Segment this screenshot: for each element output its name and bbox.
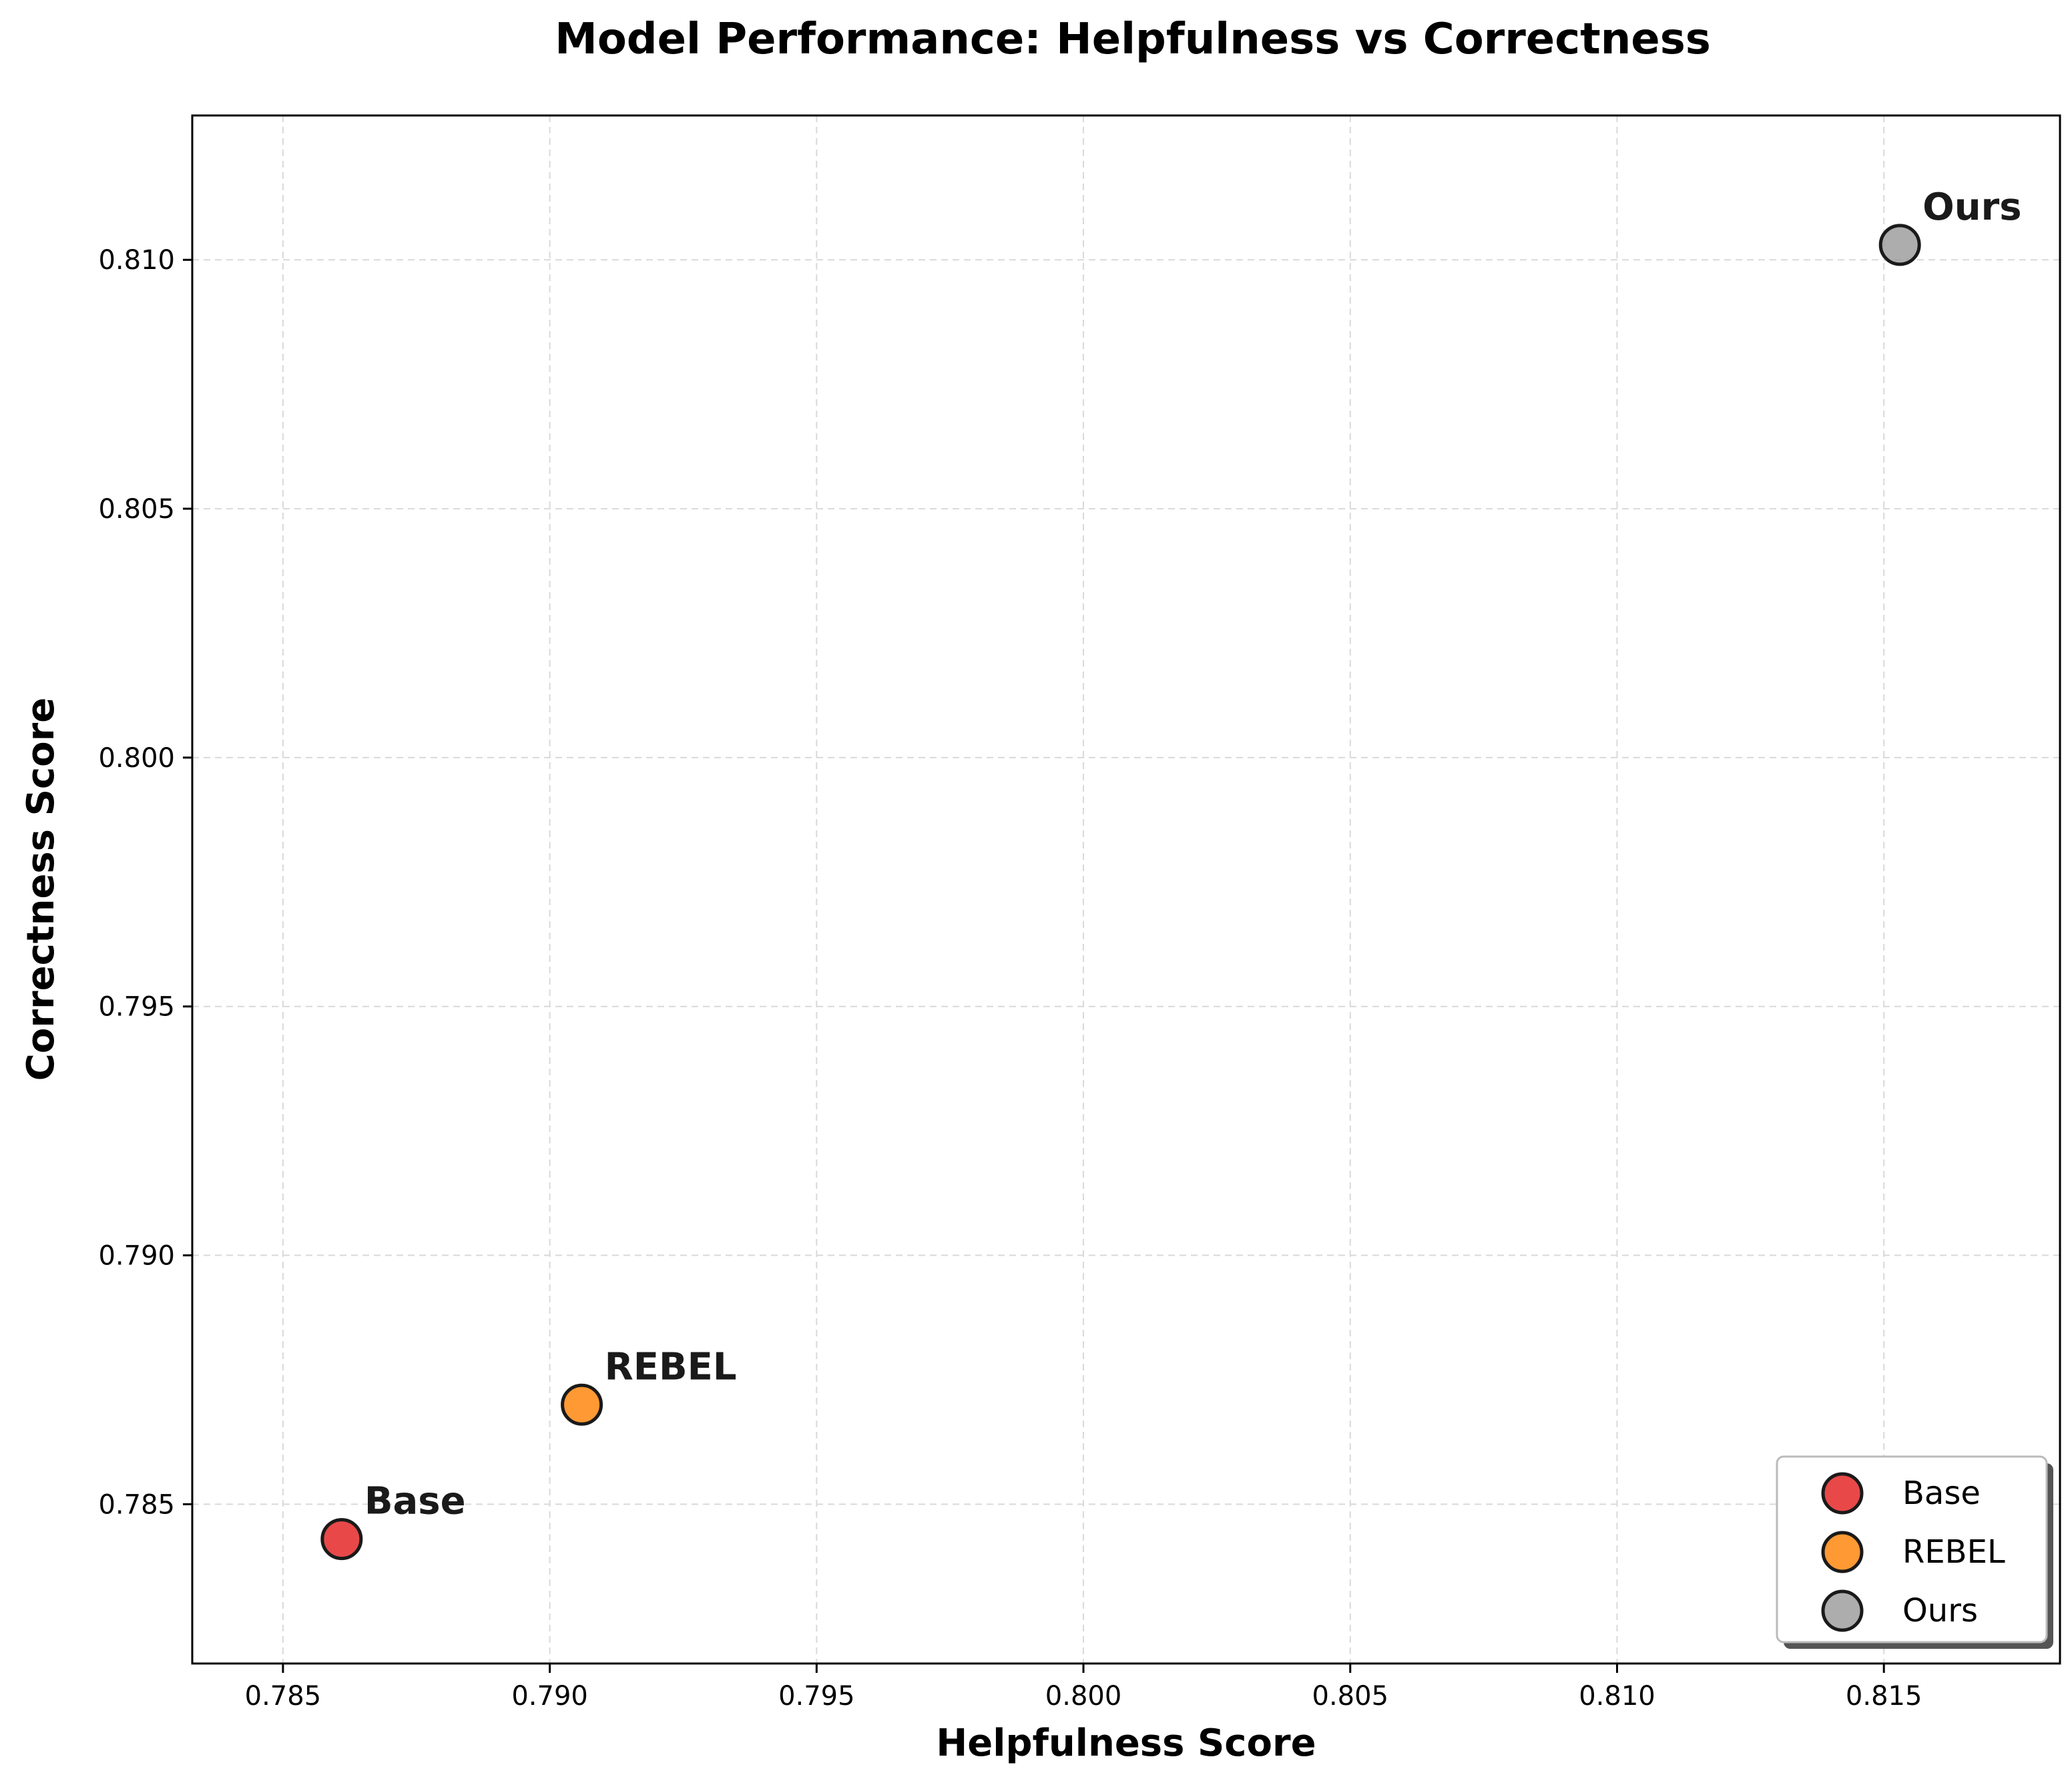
y-tick-label: 0.790: [98, 1241, 175, 1272]
x-axis-ticks: 0.785 0.790 0.795 0.800 0.805 0.810 0.815: [245, 1664, 1922, 1712]
data-point-rebel: [561, 1383, 603, 1426]
y-tick-label: 0.795: [98, 992, 175, 1023]
y-axis-ticks: 0.785 0.790 0.795 0.800 0.805 0.810: [98, 245, 192, 1520]
point-label-rebel: REBEL: [605, 1345, 737, 1388]
point-label-ours: Ours: [1922, 186, 2021, 229]
legend-marker-rebel: [1821, 1531, 1864, 1573]
data-point-base: [320, 1518, 363, 1561]
y-tick-label: 0.810: [98, 245, 175, 276]
y-tick-label: 0.805: [98, 494, 175, 525]
x-tick-label: 0.790: [511, 1681, 588, 1712]
data-point-ours: [1878, 224, 1921, 266]
x-tick-label: 0.785: [245, 1681, 322, 1712]
legend-label-ours: Ours: [1902, 1592, 1978, 1629]
plot-frame: [191, 114, 2061, 1665]
legend-entries: Base REBEL Ours: [1821, 1472, 2005, 1632]
grid-lines: [192, 115, 2060, 1664]
y-tick-label: 0.785: [98, 1489, 175, 1520]
y-axis-label: Correctness Score: [19, 698, 63, 1081]
legend-label-base: Base: [1902, 1475, 1981, 1512]
x-tick-label: 0.810: [1579, 1681, 1655, 1712]
x-tick-label: 0.815: [1846, 1681, 1922, 1712]
chart-title: Model Performance: Helpfulness vs Correc…: [555, 15, 1711, 64]
legend[interactable]: Base REBEL Ours: [1776, 1455, 2053, 1649]
data-points: [320, 224, 1921, 1561]
x-axis-label: Helpfulness Score: [936, 1722, 1316, 1765]
x-tick-label: 0.795: [778, 1681, 855, 1712]
point-annotations: Base REBEL Ours: [364, 186, 2022, 1523]
y-tick-label: 0.800: [98, 743, 175, 774]
legend-marker-ours: [1821, 1589, 1864, 1632]
legend-marker-base: [1821, 1472, 1864, 1515]
point-label-base: Base: [364, 1480, 466, 1523]
x-tick-label: 0.800: [1045, 1681, 1122, 1712]
x-tick-label: 0.805: [1312, 1681, 1389, 1712]
legend-label-rebel: REBEL: [1902, 1533, 2005, 1571]
